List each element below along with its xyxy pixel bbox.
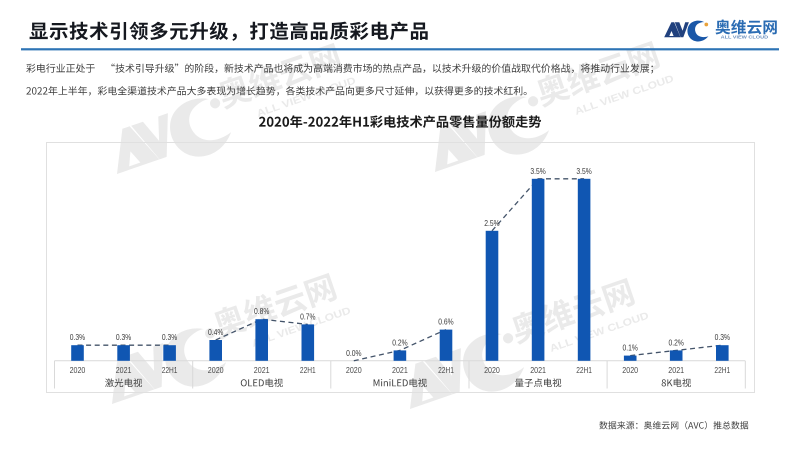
svg-text:0.6%: 0.6% [438,317,454,327]
svg-text:0.2%: 0.2% [392,337,408,347]
svg-text:2021: 2021 [116,365,132,375]
svg-text:2021: 2021 [254,365,270,375]
svg-text:2.5%: 2.5% [484,218,500,228]
svg-text:22H1: 22H1 [576,365,592,375]
svg-text:0.4%: 0.4% [208,327,224,337]
svg-text:0.3%: 0.3% [162,332,178,342]
svg-text:2020: 2020 [346,365,362,375]
svg-text:0.3%: 0.3% [715,332,731,342]
svg-text:22H1: 22H1 [300,365,316,375]
svg-text:22H1: 22H1 [714,365,730,375]
svg-text:0.7%: 0.7% [300,311,316,321]
svg-text:3.5%: 3.5% [530,166,546,176]
svg-text:ALL VIEW CLOUD: ALL VIEW CLOUD [721,35,769,40]
svg-text:2021: 2021 [392,365,408,375]
svg-text:3.5%: 3.5% [576,166,592,176]
svg-text:0.3%: 0.3% [70,332,86,342]
svg-text:0.2%: 0.2% [669,337,685,347]
svg-text:2021: 2021 [530,365,546,375]
svg-text:22H1: 22H1 [438,365,454,375]
svg-text:2020: 2020 [70,365,86,375]
svg-text:0.1%: 0.1% [623,343,639,353]
svg-text:2020: 2020 [484,365,500,375]
svg-text:0.0%: 0.0% [346,348,362,358]
svg-text:2020: 2020 [208,365,224,375]
svg-text:0.8%: 0.8% [254,306,270,316]
svg-text:2020: 2020 [622,365,638,375]
svg-text:0.3%: 0.3% [116,332,132,342]
svg-text:22H1: 22H1 [162,365,178,375]
svg-text:2021: 2021 [668,365,684,375]
